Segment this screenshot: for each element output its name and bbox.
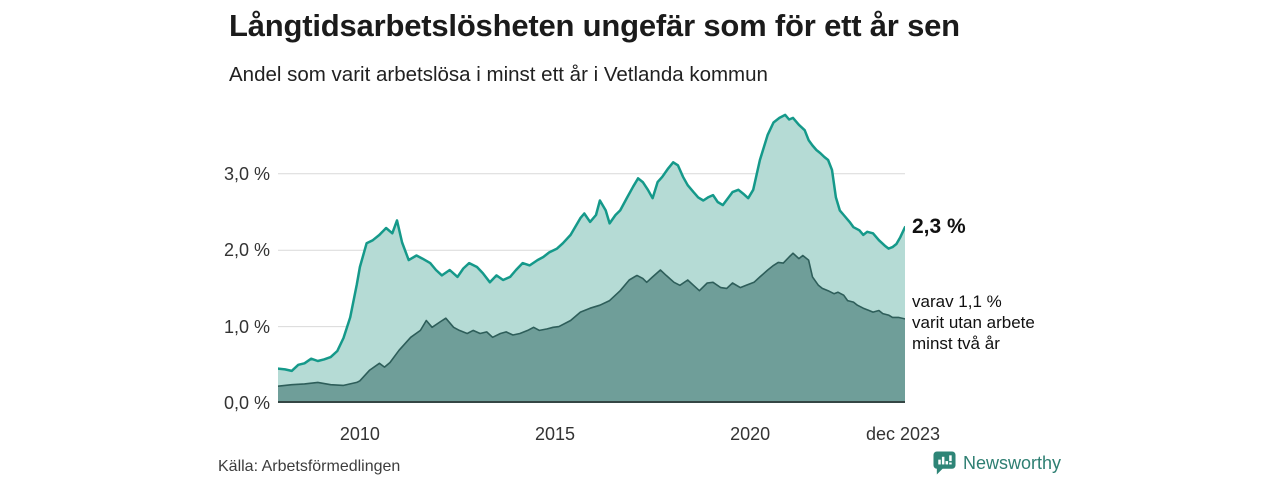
secondary-value-annotation: varav 1,1 % varit utan arbete minst två … bbox=[912, 291, 1035, 354]
series-line-2plus-years bbox=[278, 252, 905, 387]
series-line-1plus-year bbox=[278, 113, 905, 373]
source-credit: Källa: Arbetsförmedlingen bbox=[218, 458, 401, 475]
x-tick-label-2020: 2020 bbox=[730, 424, 771, 444]
series-area-2plus-years bbox=[278, 253, 905, 403]
brand-logo: Newsworthy bbox=[933, 450, 1061, 476]
x-tick-label-dec-2023: dec 2023 bbox=[866, 424, 941, 444]
y-tick-label-3: 3,0 % bbox=[223, 163, 270, 184]
unemployment-area-chart bbox=[278, 113, 905, 403]
secondary-annotation-line1: varav 1,1 % bbox=[912, 292, 1002, 311]
y-tick-label-0: 0,0 % bbox=[223, 393, 270, 413]
page-subtitle: Andel som varit arbetslösa i minst ett å… bbox=[229, 63, 768, 86]
secondary-annotation-line3: minst två år bbox=[912, 334, 1000, 353]
x-tick-label-2015: 2015 bbox=[534, 424, 576, 444]
y-tick-label-1: 1,0 % bbox=[223, 316, 270, 337]
secondary-annotation-line2: varit utan arbete bbox=[912, 313, 1035, 332]
brand-name: Newsworthy bbox=[963, 452, 1062, 473]
page-title: Långtidsarbetslösheten ungefär som för e… bbox=[229, 8, 960, 43]
bar-chart-speech-bubble-icon bbox=[933, 451, 956, 475]
y-tick-label-2: 2,0 % bbox=[223, 240, 270, 261]
latest-value-annotation: 2,3 % bbox=[912, 215, 966, 238]
x-tick-label-2010: 2010 bbox=[339, 424, 380, 444]
